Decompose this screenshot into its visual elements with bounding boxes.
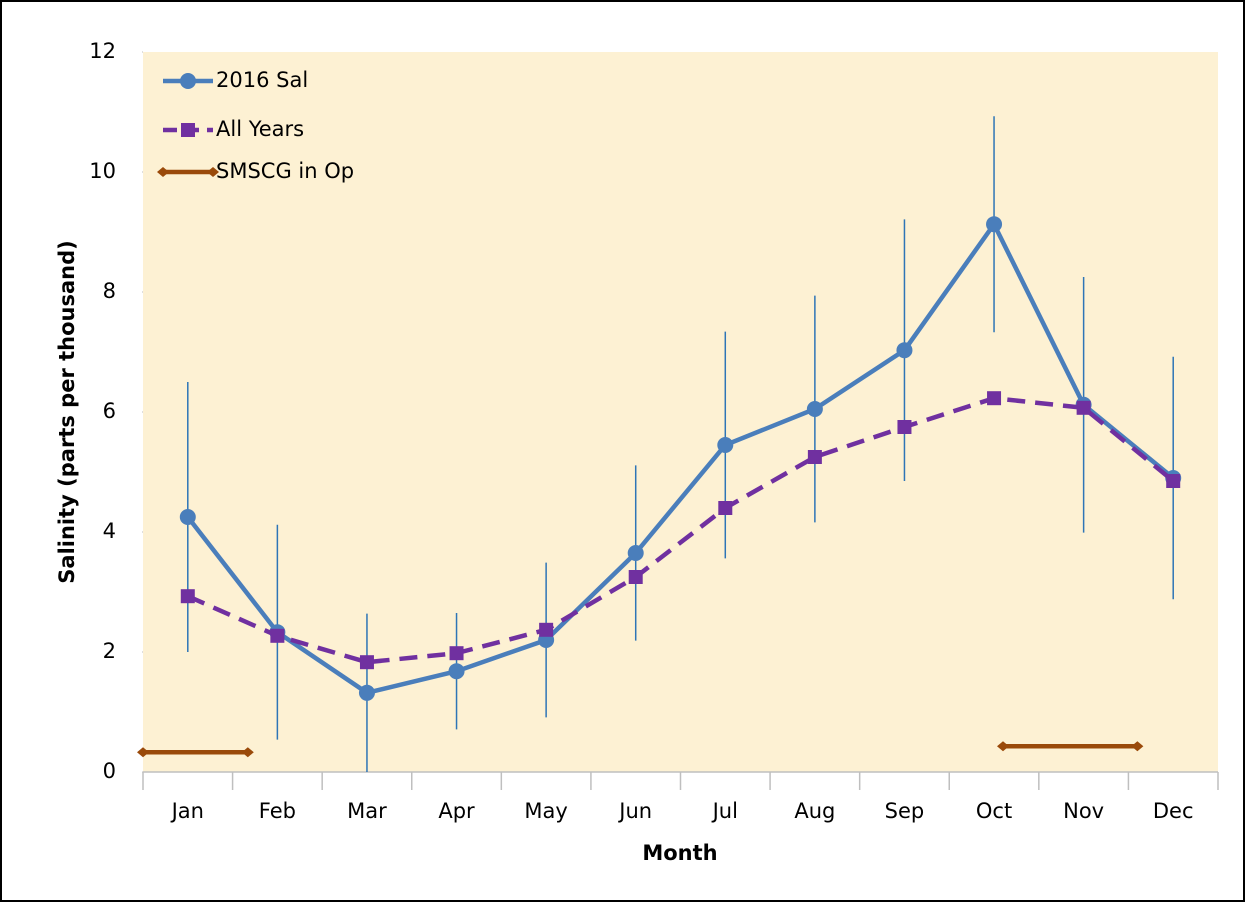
- point: [1076, 400, 1091, 415]
- y-tick-label: 4: [103, 519, 116, 543]
- x-tick-label: Aug: [794, 799, 835, 823]
- point: [270, 628, 285, 643]
- point: [807, 450, 822, 464]
- point: [628, 570, 643, 584]
- x-tick-label: Jul: [711, 799, 738, 823]
- point: [180, 589, 195, 604]
- y-tick-label: 12: [89, 39, 116, 63]
- point: [717, 437, 734, 453]
- x-tick-label: Mar: [347, 799, 387, 823]
- point: [896, 342, 913, 359]
- x-tick-label: Dec: [1153, 799, 1194, 823]
- legend-marker: [157, 167, 169, 177]
- y-tick-label: 10: [89, 159, 116, 183]
- y-tick-label: 8: [103, 279, 116, 303]
- y-tick-label: 0: [103, 759, 116, 783]
- y-axis-label: Salinity (parts per thousand): [55, 240, 79, 583]
- point: [137, 747, 149, 758]
- point: [987, 391, 1002, 406]
- x-tick-label: Jun: [617, 799, 652, 823]
- x-tick-label: Sep: [885, 799, 925, 823]
- series-line: [143, 743, 1138, 755]
- x-tick-label: Nov: [1063, 799, 1104, 823]
- x-tick-label: Oct: [976, 799, 1012, 823]
- plot-area: [143, 52, 1218, 772]
- legend-marker: [207, 167, 219, 177]
- x-tick-label: Feb: [259, 799, 296, 823]
- point: [897, 420, 912, 434]
- point: [997, 741, 1009, 752]
- x-tick-label: Jan: [170, 799, 204, 823]
- point: [448, 663, 465, 680]
- point: [358, 684, 375, 701]
- point: [1166, 474, 1181, 488]
- x-axis-label: Month: [642, 841, 717, 865]
- point: [986, 216, 1003, 233]
- y-tick-label: 6: [103, 399, 116, 423]
- point: [179, 509, 196, 525]
- point: [627, 545, 644, 561]
- series-line: [186, 219, 1175, 696]
- point: [806, 401, 823, 417]
- point: [241, 747, 254, 758]
- x-tick-label: Apr: [438, 799, 475, 823]
- legend-marker: [180, 73, 196, 89]
- legend-label: All Years: [216, 117, 304, 141]
- point: [718, 501, 733, 515]
- x-tick-label: May: [524, 799, 567, 823]
- point: [449, 646, 464, 661]
- point: [1131, 741, 1144, 752]
- legend-marker: [181, 123, 195, 137]
- series-line: [186, 395, 1175, 665]
- legend-label: SMSCG in Op: [216, 159, 354, 183]
- legend-label: 2016 Sal: [216, 68, 308, 92]
- y-tick-label: 2: [103, 639, 116, 663]
- point: [359, 655, 374, 670]
- point: [539, 622, 554, 637]
